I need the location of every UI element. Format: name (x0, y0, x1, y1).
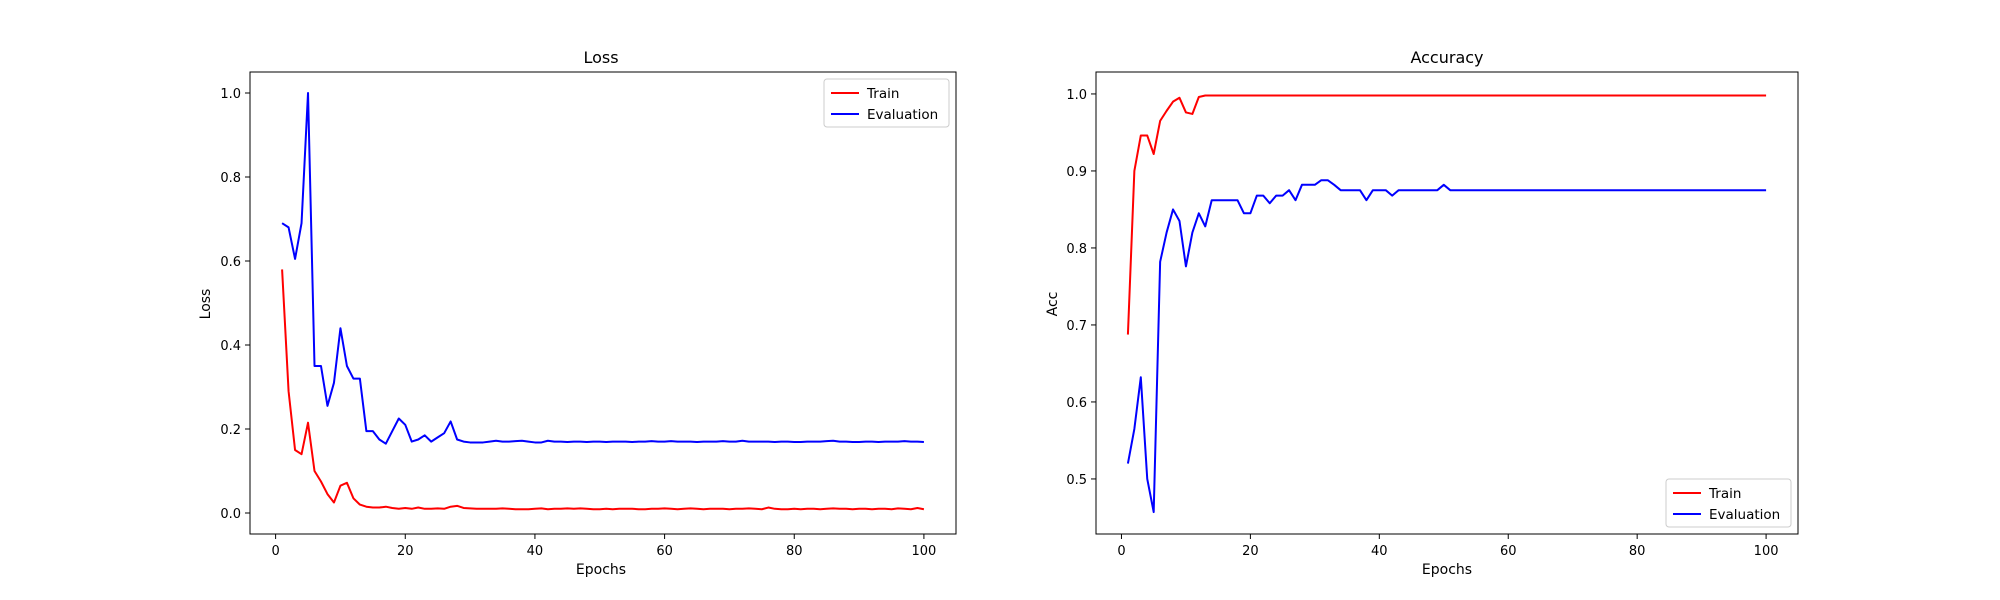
loss-y-tick-label: 0.4 (220, 339, 241, 354)
accuracy-chart: Accuracy 0 20 40 60 80 100 0.5 0.6 0.7 0.8 0.9 1.0 T… (1045, 48, 1799, 578)
loss-series-evaluation-line (281, 92, 924, 445)
accuracy-x-tick-label: 60 (1500, 544, 1517, 559)
loss-x-tick-label: 0 (271, 544, 279, 559)
loss-y-tick-label: 0.8 (220, 171, 241, 186)
accuracy-x-tick-label: 40 (1371, 544, 1388, 559)
loss-legend-label-evaluation: Evaluation (867, 107, 938, 123)
accuracy-x-tick-label: 80 (1629, 544, 1646, 559)
accuracy-series-train-line (1126, 94, 1767, 335)
loss-y-tick-label: 1.0 (220, 87, 241, 102)
loss-y-tick-label: 0.6 (220, 255, 241, 270)
accuracy-y-tick-label: 0.9 (1066, 165, 1087, 180)
loss-chart-title: Loss (583, 48, 618, 67)
accuracy-plot-area: 0 20 40 60 80 100 0.5 0.6 0.7 0.8 0.9 1.0 Train Evalu… (1066, 71, 1799, 559)
accuracy-y-tick-label: 0.7 (1066, 319, 1087, 334)
accuracy-legend-label-train: Train (1708, 486, 1741, 502)
loss-x-tick-label: 100 (911, 544, 936, 559)
accuracy-x-tick-label: 100 (1754, 544, 1779, 559)
loss-plot-area: 0 20 40 60 80 100 0.0 0.2 0.4 0.6 0.8 1.0 Train Evalu… (220, 71, 957, 559)
loss-x-tick-label: 40 (527, 544, 544, 559)
accuracy-y-tick-label: 0.5 (1066, 473, 1087, 488)
accuracy-x-tick-label: 0 (1117, 544, 1125, 559)
accuracy-y-tick-label: 0.8 (1066, 242, 1087, 257)
loss-x-tick-label: 20 (397, 544, 414, 559)
loss-axes-frame (249, 71, 957, 535)
accuracy-y-tick-label: 0.6 (1066, 396, 1087, 411)
accuracy-x-axis-label: Epochs (1422, 562, 1472, 578)
loss-x-tick-label: 60 (656, 544, 673, 559)
accuracy-y-tick-label: 1.0 (1066, 88, 1087, 103)
loss-y-axis-label: Loss (198, 289, 214, 320)
accuracy-axes-frame (1095, 71, 1799, 535)
loss-legend: Train Evaluation (823, 78, 950, 128)
loss-y-tick-label: 0.2 (220, 423, 241, 438)
accuracy-x-tick-label: 20 (1242, 544, 1259, 559)
accuracy-legend: Train Evaluation (1665, 478, 1792, 528)
loss-y-tick-label: 0.0 (220, 507, 241, 522)
accuracy-series-evaluation-line (1126, 179, 1767, 514)
loss-x-axis-label: Epochs (576, 562, 626, 578)
loss-x-tick-label: 80 (786, 544, 803, 559)
loss-legend-label-train: Train (866, 86, 899, 102)
loss-chart: Loss 0 20 40 60 80 100 0.0 0.2 0.4 0.6 0.8 1.0 Train… (198, 48, 957, 578)
loss-series-train-line (281, 269, 925, 511)
accuracy-y-axis-label: Acc (1045, 292, 1061, 317)
accuracy-chart-title: Accuracy (1410, 48, 1483, 67)
accuracy-legend-label-evaluation: Evaluation (1709, 507, 1780, 523)
